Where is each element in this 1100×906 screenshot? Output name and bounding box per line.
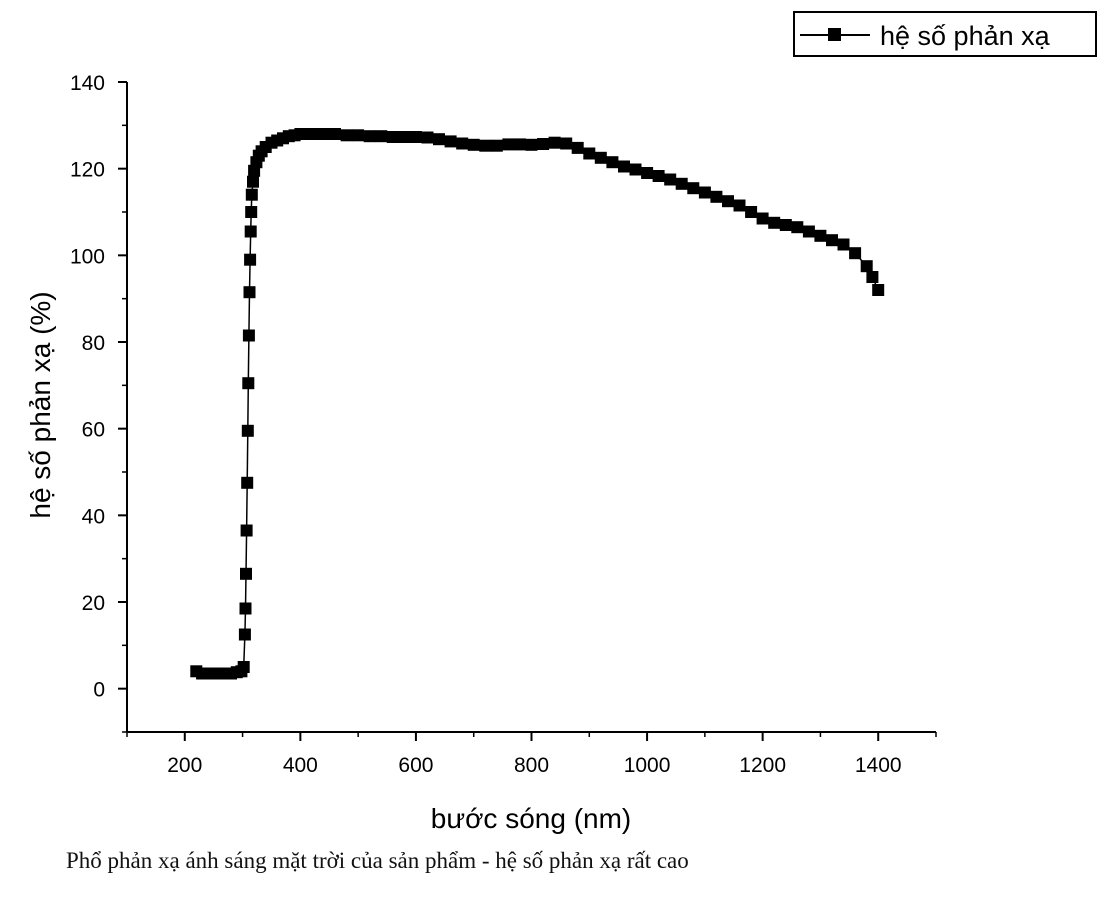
data-point [245, 206, 258, 218]
data-point [242, 377, 255, 390]
data-point [386, 131, 399, 143]
data-point [583, 147, 596, 160]
data-point [722, 195, 734, 208]
data-point [242, 329, 255, 342]
data-point [594, 151, 607, 164]
y-tick-label: 100 [70, 245, 105, 268]
data-point [791, 221, 804, 234]
y-tick-label: 20 [82, 592, 105, 615]
data-point [244, 253, 257, 266]
data-point [814, 229, 827, 242]
data-point [352, 129, 365, 142]
data-point [872, 284, 885, 296]
data-point [826, 234, 838, 247]
data-point [421, 131, 434, 144]
data-point [317, 128, 330, 140]
y-tick-label: 40 [82, 505, 105, 528]
data-point [802, 225, 815, 238]
data-point [525, 138, 538, 151]
data-point [237, 661, 250, 673]
data-point [241, 476, 254, 489]
data-point [467, 138, 480, 151]
legend-marker [828, 28, 841, 41]
data-point [294, 128, 307, 140]
x-tick-label: 1400 [855, 754, 902, 777]
data-point [837, 238, 850, 251]
data-point [513, 138, 526, 151]
data-point [849, 247, 862, 260]
data-point [502, 138, 515, 151]
x-tick-label: 600 [398, 754, 433, 777]
data-point [243, 286, 256, 299]
data-point [606, 156, 619, 169]
data-point [340, 129, 353, 142]
y-tick-label: 140 [70, 72, 105, 95]
data-point [305, 128, 318, 140]
data-point [363, 130, 376, 143]
data-point [641, 167, 654, 179]
x-tick-label: 1200 [739, 754, 786, 777]
data-point [238, 628, 251, 641]
data-point [733, 199, 746, 212]
legend-label: hệ số phản xạ [880, 21, 1051, 51]
data-point [444, 135, 457, 148]
data-point [329, 128, 341, 140]
data-point [560, 137, 573, 150]
data-point [664, 173, 677, 186]
data-point [866, 271, 879, 283]
y-axis-title: hệ số phản xạ (%) [25, 291, 56, 518]
data-point [247, 175, 259, 188]
data-point [409, 131, 422, 143]
figure-caption: Phổ phản xạ ánh sáng mặt trời của sản ph… [66, 848, 689, 873]
data-point [548, 136, 561, 149]
data-point [239, 602, 252, 615]
data-point [618, 160, 630, 173]
data-point [241, 424, 254, 437]
data-point [456, 137, 469, 150]
series-line [196, 133, 879, 675]
y-tick-label: 0 [93, 679, 105, 702]
x-tick-label: 800 [514, 754, 549, 777]
data-point [398, 131, 411, 143]
data-point [629, 163, 642, 176]
x-tick-label: 200 [167, 754, 202, 777]
chart-ticks: 200 400 600 800 1000 1200 1400 0 20 40 60 80 100 120 1… [70, 72, 937, 777]
data-point [779, 219, 792, 231]
data-point [240, 567, 252, 580]
data-point [375, 130, 388, 143]
data-point [433, 133, 445, 146]
data-point [490, 139, 503, 152]
data-point [710, 190, 723, 203]
data-point [652, 170, 665, 182]
x-tick-label: 400 [283, 754, 318, 777]
data-point [698, 186, 711, 199]
x-axis-title: bước sóng (nm) [431, 803, 632, 834]
legend: hệ số phản xạ [793, 11, 1097, 57]
data-point [537, 138, 550, 150]
data-point [479, 139, 492, 152]
data-point [768, 216, 781, 229]
data-point [240, 524, 253, 537]
y-tick-label: 80 [82, 332, 105, 355]
data-series [190, 128, 885, 680]
data-point [756, 212, 769, 225]
data-point [571, 141, 584, 154]
y-tick-label: 120 [70, 159, 105, 182]
data-point [675, 177, 688, 190]
data-point [245, 188, 258, 201]
y-tick-label: 60 [82, 419, 105, 442]
data-point [745, 206, 758, 218]
data-point [687, 182, 700, 195]
x-tick-label: 1000 [624, 754, 671, 777]
data-point [860, 260, 873, 273]
data-point [244, 225, 257, 238]
